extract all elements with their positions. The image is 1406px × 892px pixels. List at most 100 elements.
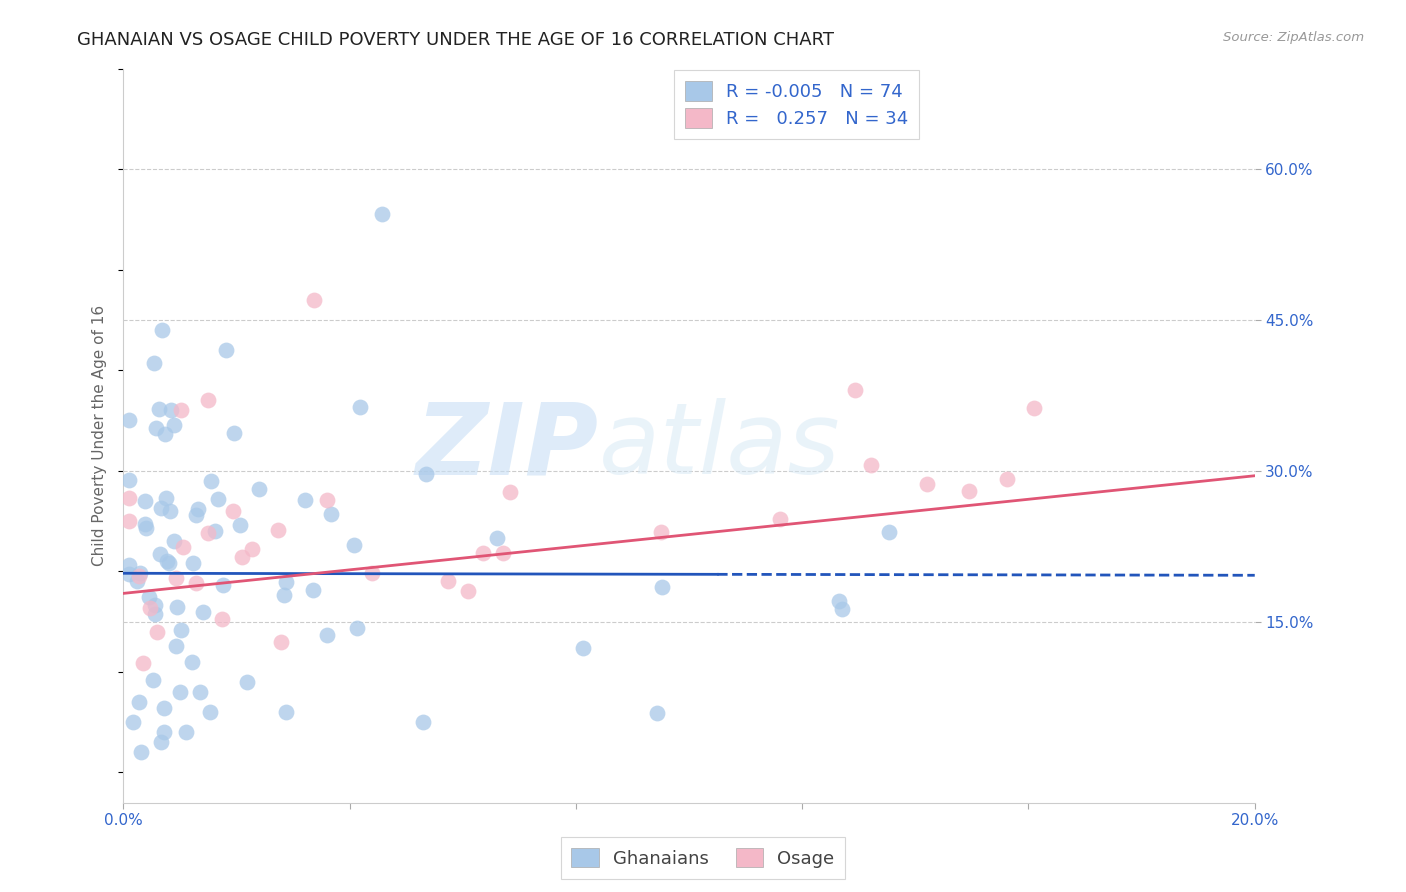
Point [148,402,170,417]
Point [211,578,233,592]
Point [274,574,297,589]
Point [273,588,295,602]
Point [152,323,174,337]
Point [276,705,298,719]
Point [153,725,176,739]
Point [267,523,290,537]
Point [769,512,792,526]
Point [211,612,233,626]
Point [143,607,166,621]
Point [197,393,219,408]
Point [457,583,479,598]
Point [162,418,184,433]
Point [143,598,166,612]
Point [361,566,384,580]
Point [200,474,222,488]
Point [156,554,179,568]
Point [572,641,595,656]
Point [162,533,184,548]
Y-axis label: Child Poverty Under the Age of 16: Child Poverty Under the Age of 16 [93,305,107,566]
Point [236,674,259,689]
Point [957,484,980,499]
Point [149,735,172,749]
Point [486,531,509,545]
Point [138,600,160,615]
Point [184,508,207,522]
Point [138,590,160,604]
Point [187,502,209,516]
Text: atlas: atlas [599,398,841,495]
Point [183,556,205,570]
Point [169,685,191,699]
Point [240,542,263,557]
Point [302,293,325,307]
Point [184,576,207,591]
Point [319,508,342,522]
Point [645,706,668,720]
Point [150,500,173,515]
Point [499,485,522,500]
Point [153,701,176,715]
Point [166,599,188,614]
Point [157,556,180,570]
Point [118,491,141,506]
Point [651,580,673,594]
Point [222,504,245,518]
Point [197,525,219,540]
Legend: Ghanaians, Osage: Ghanaians, Osage [561,837,845,879]
Point [149,547,172,561]
Point [165,639,187,653]
Point [650,524,672,539]
Point [153,427,176,442]
Point [118,413,141,427]
Point [294,493,316,508]
Point [142,673,165,687]
Point [877,524,900,539]
Point [128,566,150,580]
Point [143,356,166,370]
Point [135,521,157,535]
Point [190,685,212,699]
Point [995,472,1018,486]
Point [180,655,202,669]
Point [229,518,252,533]
Point [343,538,366,552]
Point [128,695,150,709]
Legend: R = -0.005   N = 74, R =   0.257   N = 34: R = -0.005 N = 74, R = 0.257 N = 34 [673,70,920,139]
Point [844,383,866,397]
Point [302,582,325,597]
Point [215,343,238,357]
Point [165,571,187,585]
Point [128,569,150,583]
Point [437,574,460,588]
Point [270,634,292,648]
Point [315,628,337,642]
Point [145,420,167,434]
Point [170,623,193,637]
Point [155,491,177,506]
Point [172,541,194,555]
Point [860,458,883,472]
Point [125,574,148,588]
Point [134,494,156,508]
Point [174,725,197,739]
Point [222,426,245,441]
Point [118,558,141,572]
Point [1022,401,1045,416]
Text: GHANAIAN VS OSAGE CHILD POVERTY UNDER THE AGE OF 16 CORRELATION CHART: GHANAIAN VS OSAGE CHILD POVERTY UNDER TH… [77,31,834,49]
Text: ZIP: ZIP [416,398,599,495]
Point [122,715,145,730]
Point [159,403,181,417]
Text: Source: ZipAtlas.com: Source: ZipAtlas.com [1223,31,1364,45]
Point [346,622,368,636]
Point [118,567,141,582]
Point [198,705,221,719]
Point [917,476,939,491]
Point [118,514,141,528]
Point [231,549,253,564]
Point [207,491,229,506]
Point [412,715,434,730]
Point [134,517,156,532]
Point [492,546,515,560]
Point [204,524,226,538]
